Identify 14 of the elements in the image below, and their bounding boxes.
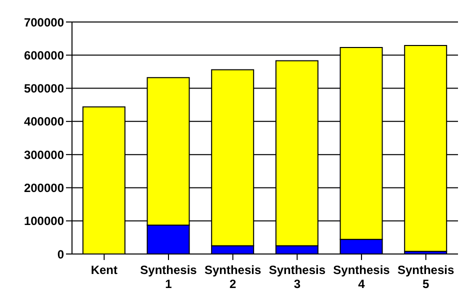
x-tick-label: Synthesis 1: [140, 263, 198, 291]
y-tick-label: 100000: [24, 214, 64, 228]
y-tick-label: 700000: [24, 15, 64, 30]
y-tick-label: 0: [57, 247, 64, 262]
x-tick-label: Synthesis 5: [397, 263, 454, 291]
x-tick-label: Kent: [90, 263, 118, 277]
y-tick-label: 500000: [24, 82, 64, 96]
y-tick-label: 600000: [24, 48, 64, 62]
y-tick-label: 300000: [24, 148, 64, 162]
x-tick-label: Synthesis 4: [333, 263, 390, 291]
x-tick-label: Synthesis 3: [268, 263, 326, 291]
x-tick-label: Synthesis 2: [204, 263, 262, 291]
y-tick-label: 400000: [24, 114, 64, 129]
y-tick-label: 200000: [24, 180, 64, 195]
